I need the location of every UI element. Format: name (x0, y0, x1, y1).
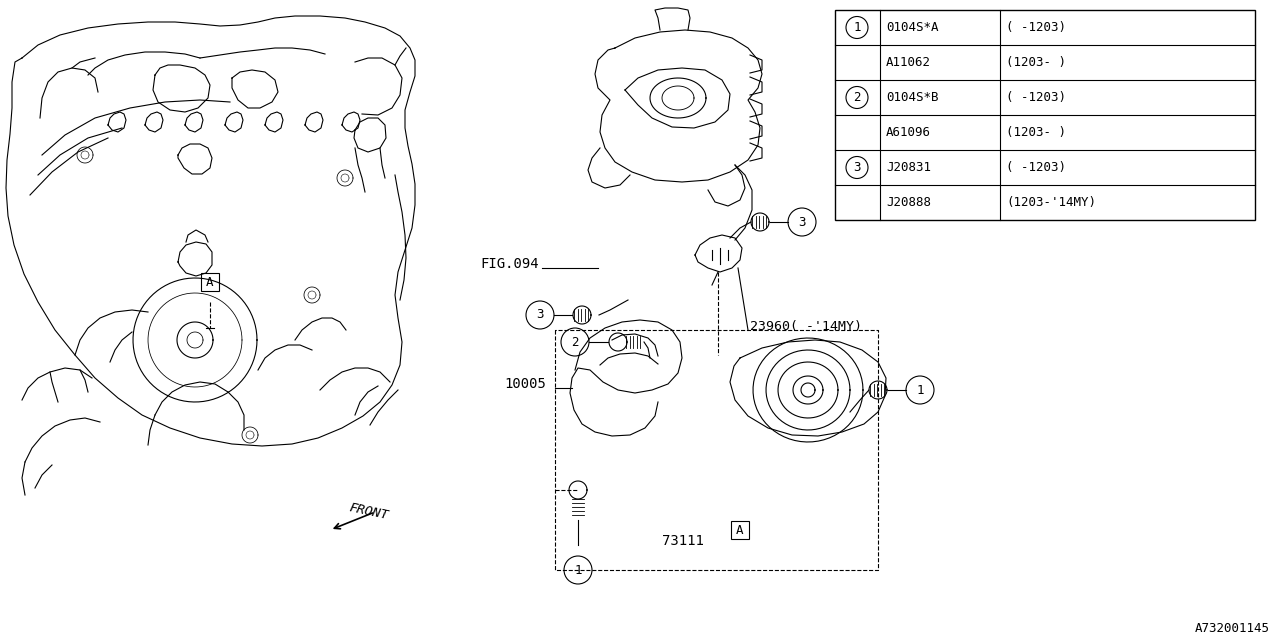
Text: A732001145: A732001145 (1196, 621, 1270, 634)
Text: 23960( -'14MY): 23960( -'14MY) (750, 320, 861, 333)
Text: 1: 1 (575, 563, 581, 577)
Text: FRONT: FRONT (348, 502, 390, 522)
Text: 10005: 10005 (504, 377, 545, 391)
Text: 1: 1 (916, 383, 924, 397)
Text: J20831: J20831 (886, 161, 931, 174)
Bar (731, 521, 749, 539)
Text: (1203-'14MY): (1203-'14MY) (1006, 196, 1096, 209)
Text: 3: 3 (854, 161, 860, 174)
Text: (1203- ): (1203- ) (1006, 56, 1066, 69)
Text: A61096: A61096 (886, 126, 931, 139)
Text: 3: 3 (536, 308, 544, 321)
Text: 3: 3 (799, 216, 805, 228)
Bar (201, 273, 219, 291)
Text: 0104S*B: 0104S*B (886, 91, 938, 104)
Text: 0104S*A: 0104S*A (886, 21, 938, 34)
Text: ( -1203): ( -1203) (1006, 161, 1066, 174)
Text: 2: 2 (854, 91, 860, 104)
Text: 73111: 73111 (662, 534, 704, 548)
Text: (1203- ): (1203- ) (1006, 126, 1066, 139)
Text: A: A (206, 275, 214, 289)
Text: A: A (736, 524, 744, 536)
Text: 1: 1 (854, 21, 860, 34)
Text: ( -1203): ( -1203) (1006, 21, 1066, 34)
Bar (835, 10, 1254, 220)
Text: FIG.094: FIG.094 (480, 257, 539, 271)
Text: ( -1203): ( -1203) (1006, 91, 1066, 104)
Text: 2: 2 (571, 335, 579, 349)
Text: J20888: J20888 (886, 196, 931, 209)
Text: A11062: A11062 (886, 56, 931, 69)
